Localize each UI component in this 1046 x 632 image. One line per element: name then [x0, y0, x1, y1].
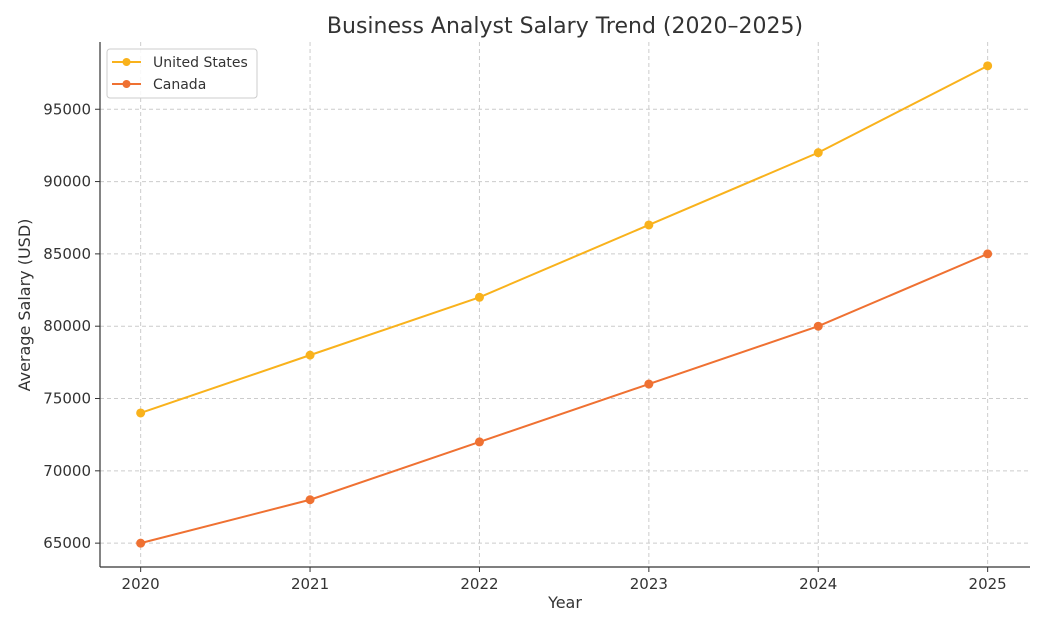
legend: United States Canada	[106, 48, 258, 99]
grid	[100, 42, 1030, 567]
data-point	[136, 408, 146, 418]
x-tick-label: 2021	[291, 575, 329, 593]
y-tick-label: 65000	[43, 534, 91, 552]
x-tick-label: 2024	[799, 575, 837, 593]
y-tick-label: 75000	[43, 390, 91, 408]
y-tick-label: 95000	[43, 100, 91, 118]
data-point	[813, 148, 823, 158]
data-point	[644, 379, 654, 389]
series-line-canada	[140, 252, 989, 545]
data-point	[305, 350, 315, 360]
legend-label: United States	[153, 55, 248, 71]
data-point	[644, 220, 654, 230]
x-axis-label: Year	[547, 593, 582, 612]
data-point	[136, 538, 146, 548]
legend-label: Canada	[153, 77, 206, 93]
y-tick-label: 85000	[43, 245, 91, 263]
chart-title: Business Analyst Salary Trend (2020–2025…	[327, 14, 803, 39]
y-tick-label: 90000	[43, 173, 91, 191]
legend-marker	[122, 80, 131, 88]
legend-marker	[122, 58, 131, 66]
ticks: 2020 2021 2022 2023 2024 2025 65000 70000 75000 8…	[43, 100, 1006, 593]
legend-box	[106, 48, 258, 99]
x-tick-label: 2025	[969, 575, 1007, 593]
x-tick-label: 2023	[630, 575, 668, 593]
data-point	[813, 321, 823, 331]
x-tick-label: 2020	[122, 575, 160, 593]
y-tick-label: 80000	[43, 317, 91, 335]
data-point	[983, 61, 993, 71]
y-tick-label: 70000	[43, 462, 91, 480]
data-point	[983, 249, 993, 259]
series-line-united-states	[140, 64, 989, 414]
data-point	[474, 292, 484, 302]
x-tick-label: 2022	[460, 575, 498, 593]
data-point	[305, 495, 315, 505]
data-point	[474, 437, 484, 447]
y-axis-label: Average Salary (USD)	[15, 219, 34, 392]
series-group	[136, 61, 993, 548]
